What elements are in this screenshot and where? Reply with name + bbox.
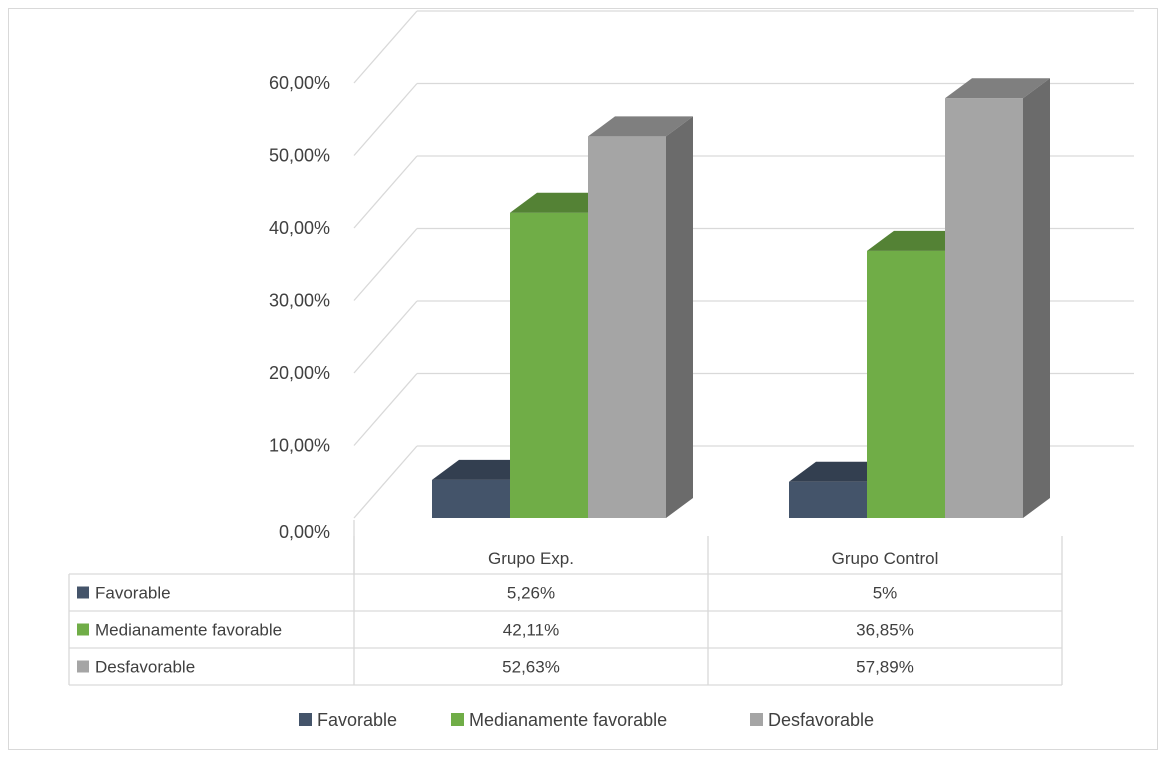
bar-front — [510, 212, 588, 518]
table-legend-key — [77, 586, 89, 599]
data-table: Grupo Exp. Grupo Control Favorable 5,26% 5% M… — [68, 536, 1063, 686]
bar-front — [588, 136, 666, 518]
legend-swatch — [299, 713, 312, 726]
category-label: Grupo Control — [832, 549, 939, 568]
gridline-diagonal — [353, 228, 418, 301]
legend-item: Medianamente favorable — [451, 710, 667, 730]
gridline-diagonal — [353, 10, 418, 84]
gridline-diagonal — [353, 300, 418, 374]
bar-side — [666, 116, 693, 519]
table-legend-key — [77, 623, 89, 636]
data-label: 5,26% — [507, 584, 555, 603]
legend-label: Favorable — [317, 710, 397, 730]
table-legend-key — [77, 660, 89, 673]
data-label: 57,89% — [856, 658, 914, 677]
y-tick-label: 30,00% — [269, 291, 330, 311]
legend: Favorable Medianamente favorable Desfavora… — [299, 710, 874, 730]
category-label: Grupo Exp. — [488, 549, 574, 568]
series-label: Medianamente favorable — [95, 621, 282, 640]
gridline-diagonal — [353, 445, 418, 519]
legend-item: Favorable — [299, 710, 397, 730]
bar-top — [588, 116, 693, 137]
bar-desfavorable — [945, 78, 1050, 519]
bar-desfavorable — [588, 116, 693, 519]
legend-swatch — [451, 713, 464, 726]
y-tick-label: 50,00% — [269, 146, 330, 166]
y-axis: 0,00% 10,00% 20,00% 30,00% 40,00% 50,00% 60,00… — [269, 73, 330, 542]
y-tick-label: 40,00% — [269, 218, 330, 238]
y-tick-label: 10,00% — [269, 436, 330, 456]
gridline-diagonal — [353, 373, 418, 446]
y-tick-label: 60,00% — [269, 73, 330, 93]
legend-label: Desfavorable — [768, 710, 874, 730]
legend-label: Medianamente favorable — [469, 710, 667, 730]
data-label: 5% — [873, 584, 898, 603]
bar-front — [789, 481, 867, 518]
data-label: 42,11% — [503, 621, 559, 640]
bar-front — [867, 250, 945, 518]
gridline-diagonal — [353, 83, 418, 156]
y-tick-label: 20,00% — [269, 363, 330, 383]
series-label: Favorable — [95, 584, 171, 603]
bar-front — [945, 98, 1023, 519]
gridline-diagonal — [353, 155, 418, 229]
data-label: 52,63% — [502, 658, 560, 677]
legend-item: Desfavorable — [750, 710, 874, 730]
bar-medianamente-favorable — [510, 192, 615, 518]
bar-side — [1023, 78, 1050, 519]
legend-swatch — [750, 713, 763, 726]
bar-top — [945, 78, 1050, 99]
y-tick-label: 0,00% — [279, 522, 330, 542]
bars — [432, 78, 1050, 519]
data-label: 36,85% — [856, 621, 914, 640]
bar-front — [432, 479, 510, 518]
series-label: Desfavorable — [95, 658, 195, 677]
